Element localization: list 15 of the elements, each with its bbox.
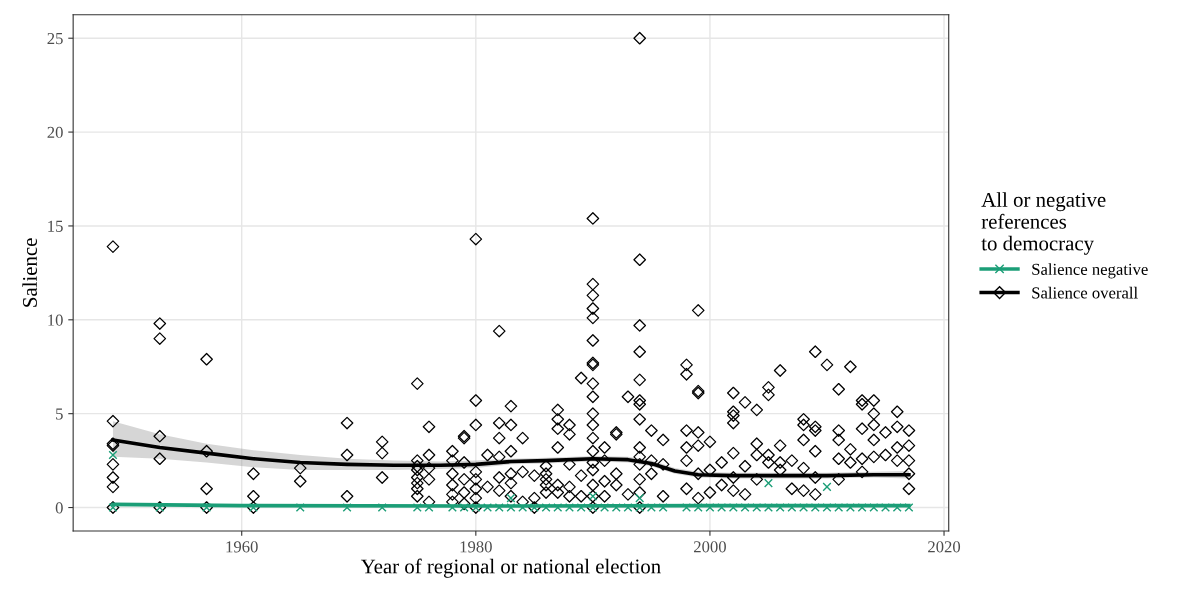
x-tick-label: 2020: [928, 541, 961, 553]
y-tick-label: 25: [47, 32, 63, 45]
y-tick-label: 20: [47, 126, 63, 139]
y-tick-label: 15: [48, 220, 63, 232]
x-tick-label: 1960: [226, 541, 258, 553]
legend-title: All or negative references to democracy: [981, 192, 1106, 255]
legend-label: Salience overall: [1032, 286, 1138, 299]
legend-label: Salience negative: [1032, 263, 1148, 279]
y-tick-label: 10: [48, 314, 63, 326]
x-axis-title: Year of regional or national election: [360, 558, 661, 578]
y-axis-title: Salience: [22, 238, 37, 307]
y-tick-label: 5: [56, 408, 63, 420]
x-tick-label: 2000: [694, 541, 726, 553]
y-tick-label: 0: [55, 502, 63, 514]
x-tick-label: 1980: [460, 541, 492, 553]
